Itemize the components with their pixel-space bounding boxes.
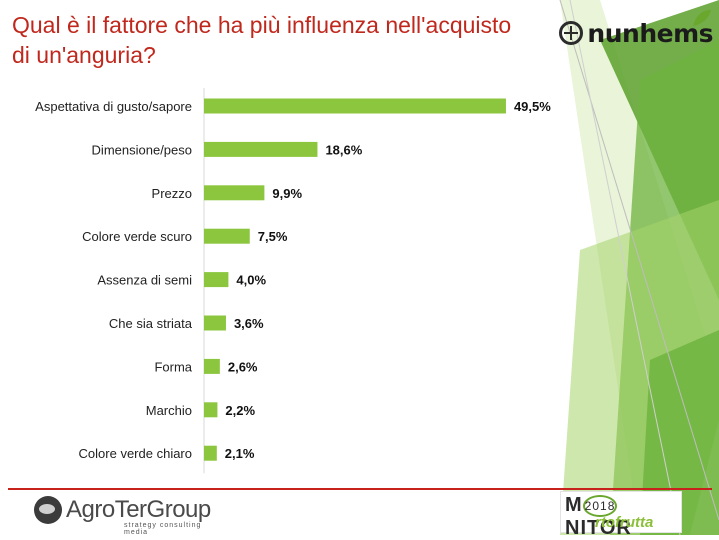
- monitor-word: NITOR: [565, 517, 632, 539]
- bar: [204, 141, 318, 157]
- bar: [204, 228, 250, 244]
- agrotergroup-wordmark: AgroTerGroup: [66, 496, 211, 523]
- category-label: Marchio: [146, 403, 192, 418]
- category-label: Forma: [154, 359, 192, 374]
- agrotergroup-logo: AgroTerGroup strategy consulting media: [34, 496, 211, 536]
- nunhems-wordmark: nunhems: [587, 18, 713, 48]
- agrotergroup-tagline: strategy consulting media: [124, 522, 202, 536]
- data-label: 2,1%: [225, 446, 255, 461]
- data-label: 49,5%: [514, 99, 551, 114]
- bar: [204, 98, 506, 114]
- data-label: 3,6%: [234, 316, 264, 331]
- category-label: Aspettativa di gusto/sapore: [35, 99, 192, 114]
- bar: [204, 402, 218, 418]
- category-label: Prezzo: [152, 186, 192, 201]
- bar: [204, 358, 220, 374]
- data-label: 2,6%: [228, 359, 258, 374]
- globe-icon: [34, 496, 62, 524]
- data-label: 18,6%: [325, 142, 362, 157]
- bar: [204, 445, 217, 461]
- bar: [204, 272, 229, 288]
- bar: [204, 315, 226, 331]
- data-label: 4,0%: [236, 273, 266, 288]
- monitor-subword: rtofrutta: [595, 514, 654, 531]
- category-label: Assenza di semi: [97, 273, 192, 288]
- category-label: Colore verde scuro: [82, 229, 192, 244]
- page-title: Qual è il fattore che ha più influenza n…: [12, 12, 512, 68]
- nunhems-logo: nunhems: [559, 10, 713, 52]
- bayer-cross-icon: [559, 21, 584, 45]
- bar: [204, 185, 265, 201]
- category-label: Dimensione/peso: [92, 142, 192, 157]
- monitor-ortofrutta-logo: M 2018NITOR rtofrutta: [560, 491, 682, 539]
- data-label: 9,9%: [272, 186, 302, 201]
- monitor-year: 2018: [582, 494, 617, 517]
- monitor-letter-m: M: [565, 494, 583, 516]
- data-label: 7,5%: [258, 229, 288, 244]
- data-label: 2,2%: [225, 403, 255, 418]
- category-label: Che sia striata: [109, 316, 193, 331]
- category-label: Colore verde chiaro: [79, 446, 192, 461]
- leaf-icon: [693, 10, 711, 26]
- footer-divider: [8, 488, 712, 490]
